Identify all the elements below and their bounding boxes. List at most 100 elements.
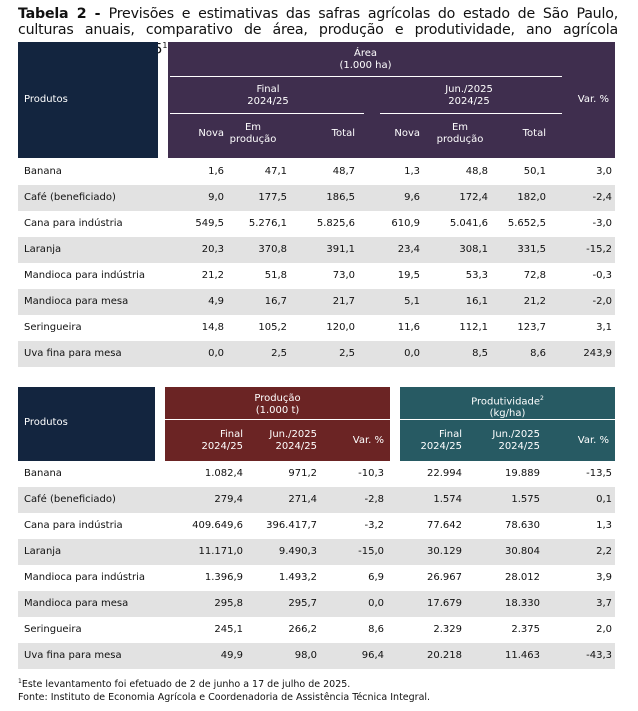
cell-value: 9,6 bbox=[404, 192, 420, 203]
cell-value: -10,3 bbox=[358, 468, 384, 479]
footnote: 1Este levantamento foi efetuado de 2 de … bbox=[18, 678, 351, 691]
cell-value: 172,4 bbox=[459, 192, 488, 203]
product-name: Laranja bbox=[24, 546, 62, 557]
table-row: Cana para indústria 409.649,6 396.417,7 -3,… bbox=[18, 513, 615, 539]
total-header: Total bbox=[331, 128, 355, 139]
cell-value: 4,9 bbox=[208, 296, 224, 307]
cell-value: 3,0 bbox=[596, 166, 612, 177]
divider bbox=[170, 76, 562, 77]
nova-header: Nova bbox=[394, 128, 420, 139]
cell-value: 1,3 bbox=[596, 520, 612, 531]
cell-value: 98,0 bbox=[294, 650, 317, 661]
cell-value: 0,1 bbox=[596, 494, 612, 505]
cell-value: 16,1 bbox=[465, 296, 488, 307]
cell-value: 11.171,0 bbox=[198, 546, 243, 557]
cell-value: 21,7 bbox=[332, 296, 355, 307]
cell-value: 96,4 bbox=[361, 650, 384, 661]
produtos-label: Produtos bbox=[24, 94, 68, 105]
cell-value: 21,2 bbox=[523, 296, 546, 307]
cell-value: 123,7 bbox=[517, 322, 546, 333]
product-name: Uva fina para mesa bbox=[24, 348, 122, 359]
product-name: Mandioca para indústria bbox=[24, 270, 145, 281]
table-row: Laranja 20,3 370,8 391,1 23,4 308,1 331,5 -15,2 bbox=[18, 237, 615, 263]
product-name: Mandioca para indústria bbox=[24, 572, 145, 583]
cell-value: 47,1 bbox=[264, 166, 287, 177]
cell-value: 23,4 bbox=[397, 244, 420, 255]
product-name: Seringueira bbox=[24, 624, 82, 635]
cell-value: 2.375 bbox=[511, 624, 540, 635]
cell-value: 370,8 bbox=[258, 244, 287, 255]
cell-value: 78.630 bbox=[505, 520, 540, 531]
cell-value: 409.649,6 bbox=[192, 520, 243, 531]
cell-value: 549,5 bbox=[195, 218, 224, 229]
cell-value: 9.490,3 bbox=[278, 546, 317, 557]
cell-value: 5.652,5 bbox=[507, 218, 546, 229]
cell-value: 308,1 bbox=[459, 244, 488, 255]
divider bbox=[165, 419, 390, 420]
cell-value: 49,9 bbox=[220, 650, 243, 661]
cell-value: 5.041,6 bbox=[449, 218, 488, 229]
cell-value: 182,0 bbox=[517, 192, 546, 203]
cell-value: 14,8 bbox=[201, 322, 224, 333]
table-row: Banana 1,6 47,1 48,7 1,3 48,8 50,1 3,0 bbox=[18, 159, 615, 185]
product-name: Cana para indústria bbox=[24, 520, 123, 531]
source-note: Fonte: Instituto de Economia Agrícola e … bbox=[18, 692, 431, 703]
divider bbox=[400, 419, 615, 420]
cell-value: 19,5 bbox=[397, 270, 420, 281]
cell-value: 8,5 bbox=[472, 348, 488, 359]
cell-value: 18.330 bbox=[505, 598, 540, 609]
total-header: Total bbox=[522, 128, 546, 139]
cell-value: 8,6 bbox=[530, 348, 546, 359]
product-name: Cana para indústria bbox=[24, 218, 123, 229]
produtividade-header: Produtividade2 (kg/ha) Final 2024/25 Jun./… bbox=[400, 387, 615, 461]
producao-header: Produção (1.000 t) Final 2024/25 Jun./2025… bbox=[165, 387, 390, 461]
table-row: Uva fina para mesa 0,0 2,5 2,5 0,0 8,5 8,6 243,… bbox=[18, 341, 615, 367]
product-name: Uva fina para mesa bbox=[24, 650, 122, 661]
divider bbox=[170, 113, 364, 114]
table-row: Seringueira 245,1 266,2 8,6 2.329 2.375 2,0 bbox=[18, 617, 615, 643]
table-row: Mandioca para indústria 21,2 51,8 73,0 19,5 5… bbox=[18, 263, 615, 289]
product-name: Banana bbox=[24, 468, 62, 479]
cell-value: 245,1 bbox=[214, 624, 243, 635]
title-prefix: Tabela 2 - bbox=[18, 6, 109, 22]
cell-value: 72,8 bbox=[523, 270, 546, 281]
cell-value: 243,9 bbox=[583, 348, 612, 359]
var-header: Var. % bbox=[577, 94, 609, 105]
cell-value: -15,2 bbox=[586, 244, 612, 255]
table-row: Café (beneficiado) 9,0 177,5 186,5 9,6 172,4 1… bbox=[18, 185, 615, 211]
cell-value: 21,2 bbox=[201, 270, 224, 281]
table-row: Uva fina para mesa 49,9 98,0 96,4 20.218 11.4… bbox=[18, 643, 615, 669]
cell-value: -2,4 bbox=[592, 192, 612, 203]
table1-area-header: Área (1.000 ha) Final 2024/25 Jun./2025 202… bbox=[168, 42, 615, 158]
table-row: Laranja 11.171,0 9.490,3 -15,0 30.129 30.804 2… bbox=[18, 539, 615, 565]
cell-value: 2,0 bbox=[596, 624, 612, 635]
cell-value: 0,0 bbox=[368, 598, 384, 609]
cell-value: 391,1 bbox=[326, 244, 355, 255]
cell-value: 5,1 bbox=[404, 296, 420, 307]
cell-value: 17.679 bbox=[427, 598, 462, 609]
cell-value: 331,5 bbox=[517, 244, 546, 255]
cell-value: 6,9 bbox=[368, 572, 384, 583]
produtos-label: Produtos bbox=[24, 417, 68, 428]
cell-value: 48,8 bbox=[465, 166, 488, 177]
cell-value: 51,8 bbox=[264, 270, 287, 281]
product-name: Banana bbox=[24, 166, 62, 177]
cell-value: 19.889 bbox=[505, 468, 540, 479]
table-row: Mandioca para indústria 1.396,9 1.493,2 6,9… bbox=[18, 565, 615, 591]
cell-value: 1,6 bbox=[208, 166, 224, 177]
cell-value: 177,5 bbox=[258, 192, 287, 203]
jun-header: Jun./2025 2024/25 bbox=[445, 84, 493, 107]
cell-value: 112,1 bbox=[459, 322, 488, 333]
cell-value: 11,6 bbox=[397, 322, 420, 333]
cell-value: 3,7 bbox=[596, 598, 612, 609]
cell-value: 1.574 bbox=[433, 494, 462, 505]
cell-value: 3,9 bbox=[596, 572, 612, 583]
cell-value: -2,0 bbox=[592, 296, 612, 307]
product-name: Café (beneficiado) bbox=[24, 494, 116, 505]
cell-value: -3,0 bbox=[592, 218, 612, 229]
cell-value: 9,0 bbox=[208, 192, 224, 203]
cell-value: 2,5 bbox=[271, 348, 287, 359]
cell-value: -13,5 bbox=[586, 468, 612, 479]
cell-value: -15,0 bbox=[358, 546, 384, 557]
cell-value: 271,4 bbox=[288, 494, 317, 505]
